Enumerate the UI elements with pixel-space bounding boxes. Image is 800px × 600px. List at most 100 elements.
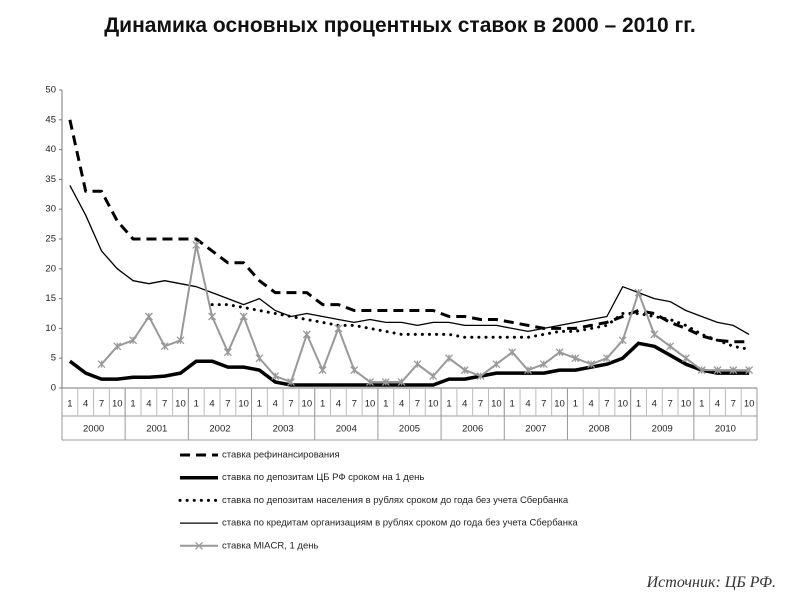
x-tick-label: 10 — [617, 399, 628, 410]
x-tick-label: 4 — [336, 399, 341, 410]
x-tick-label: 7 — [99, 399, 104, 410]
x-tick-label: 4 — [399, 399, 404, 410]
series-marker — [429, 372, 438, 381]
x-tick-label: 10 — [175, 399, 186, 410]
series-marker — [539, 360, 548, 369]
year-label: 2005 — [399, 424, 420, 435]
series-marker — [144, 312, 153, 321]
x-tick-label: 1 — [510, 399, 515, 410]
x-tick-label: 7 — [288, 399, 293, 410]
series-marker — [287, 378, 295, 386]
series-marker — [334, 324, 343, 333]
series-marker — [650, 330, 659, 339]
x-tick-label: 7 — [478, 399, 483, 410]
series-line — [68, 119, 750, 344]
x-tick-label: 7 — [731, 399, 736, 410]
series-marker — [239, 312, 248, 321]
year-label: 2010 — [715, 424, 736, 435]
series-marker — [160, 342, 169, 351]
x-tick-label: 7 — [225, 399, 230, 410]
x-tick-label: 10 — [554, 399, 565, 410]
x-tick-label: 4 — [652, 399, 657, 410]
series-line — [210, 303, 751, 351]
legend-marker — [195, 541, 203, 550]
x-tick-label: 1 — [320, 399, 325, 410]
series-marker — [745, 366, 754, 375]
legend-label: ставка по кредитам организациям в рублях… — [222, 518, 578, 529]
series-marker — [318, 366, 327, 375]
series-marker — [208, 312, 217, 321]
x-tick-label: 1 — [699, 399, 704, 410]
series-marker — [271, 372, 280, 381]
series-marker — [113, 342, 122, 351]
x-tick-label: 4 — [273, 399, 278, 410]
y-tick-label: 20 — [45, 263, 56, 274]
legend-label: ставка рефинансирования — [222, 450, 340, 461]
x-tick-label: 1 — [446, 399, 451, 410]
x-tick-label: 7 — [415, 399, 420, 410]
series-marker — [476, 372, 485, 381]
year-label: 2002 — [209, 424, 230, 435]
series-marker — [555, 348, 564, 357]
x-tick-label: 10 — [744, 399, 755, 410]
x-tick-label: 4 — [715, 399, 720, 410]
series-marker — [634, 288, 643, 297]
x-tick-label: 7 — [541, 399, 546, 410]
x-tick-label: 1 — [130, 399, 135, 410]
series-marker — [524, 366, 532, 375]
x-tick-label: 10 — [302, 399, 313, 410]
series-marker — [729, 366, 738, 375]
y-tick-label: 10 — [45, 323, 56, 334]
x-tick-label: 7 — [162, 399, 167, 410]
x-tick-label: 4 — [209, 399, 214, 410]
year-label: 2003 — [273, 424, 294, 435]
series-marker — [602, 354, 611, 363]
series-marker — [397, 378, 406, 386]
y-tick-label: 0 — [51, 383, 56, 394]
series-marker — [223, 348, 232, 357]
series-marker — [255, 354, 264, 363]
series-marker — [508, 348, 517, 357]
series-marker — [713, 366, 722, 375]
series-marker — [571, 354, 580, 363]
series-marker — [666, 342, 675, 351]
x-tick-label: 1 — [383, 399, 388, 410]
series-marker — [350, 366, 359, 375]
series-marker — [176, 336, 185, 345]
series-marker — [97, 360, 106, 369]
x-tick-label: 7 — [352, 399, 357, 410]
year-label: 2009 — [652, 424, 673, 435]
x-tick-label: 10 — [428, 399, 439, 410]
series-line — [69, 185, 750, 335]
series-marker — [492, 360, 501, 369]
y-tick-label: 15 — [45, 293, 56, 304]
x-tick-label: 1 — [636, 399, 641, 410]
x-tick-label: 10 — [681, 399, 692, 410]
x-tick-label: 10 — [365, 399, 376, 410]
x-tick-label: 1 — [67, 399, 72, 410]
year-label: 2006 — [462, 424, 483, 435]
series-marker — [381, 378, 390, 386]
series-marker — [697, 366, 706, 375]
series-marker — [366, 378, 374, 386]
x-tick-label: 10 — [112, 399, 123, 410]
x-tick-label: 7 — [604, 399, 609, 410]
series-marker — [587, 360, 596, 369]
series-marker — [192, 241, 201, 249]
year-label: 2001 — [146, 424, 167, 435]
x-tick-label: 4 — [146, 399, 151, 410]
y-tick-label: 50 — [45, 85, 56, 96]
y-tick-label: 30 — [45, 204, 56, 215]
y-tick-label: 35 — [45, 174, 56, 185]
x-tick-label: 10 — [491, 399, 502, 410]
series-line — [68, 341, 750, 387]
chart-title: Динамика основных процентных ставок в 20… — [104, 14, 696, 37]
x-tick-label: 1 — [194, 399, 199, 410]
series-marker — [129, 336, 138, 345]
x-tick-label: 4 — [83, 399, 88, 410]
source-note: Источник: ЦБ РФ. — [646, 574, 776, 591]
year-label: 2008 — [588, 424, 609, 435]
y-tick-label: 45 — [45, 114, 56, 125]
